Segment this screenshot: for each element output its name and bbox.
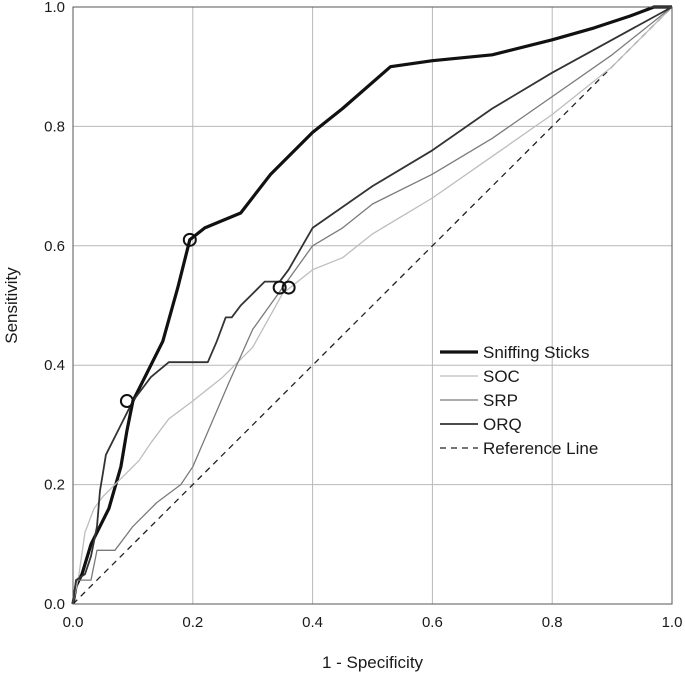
x-axis-label: 1 - Specificity bbox=[322, 653, 424, 672]
x-tick-label: 0.2 bbox=[182, 614, 203, 631]
y-tick-label: 0.6 bbox=[44, 238, 65, 255]
series-line-srp bbox=[72, 6, 673, 605]
marker-srp bbox=[281, 280, 296, 295]
marker-sniffing-sticks bbox=[119, 394, 134, 409]
y-tick-label: 0.0 bbox=[44, 596, 65, 613]
legend-label-reference-line: Reference Line bbox=[483, 439, 598, 458]
series-line-sniffing-sticks bbox=[71, 5, 672, 605]
y-axis-label: Sensitivity bbox=[2, 267, 21, 344]
x-tick-label: 0.6 bbox=[422, 614, 443, 631]
x-tick-label: 0.0 bbox=[63, 614, 84, 631]
y-tick-label: 0.8 bbox=[44, 118, 65, 135]
x-tick-label: 0.8 bbox=[542, 614, 563, 631]
cutoff-markers bbox=[119, 232, 296, 409]
series-line-reference-line bbox=[72, 6, 673, 605]
series-lines bbox=[71, 5, 673, 605]
y-tick-label: 1.0 bbox=[44, 0, 65, 16]
legend-label-orq: ORQ bbox=[483, 415, 522, 434]
legend: Sniffing Sticks SOC SRP ORQ Reference Line bbox=[440, 343, 598, 458]
x-tick-label: 0.4 bbox=[302, 614, 323, 631]
series-line-orq bbox=[72, 6, 673, 605]
x-axis-ticks: 0.0 0.2 0.4 0.6 0.8 1.0 bbox=[63, 614, 683, 631]
legend-label-sniffing-sticks: Sniffing Sticks bbox=[483, 343, 589, 362]
marker-sniffing-sticks bbox=[182, 232, 197, 247]
marker-orq bbox=[272, 280, 287, 295]
legend-label-srp: SRP bbox=[483, 391, 518, 410]
y-tick-label: 0.2 bbox=[44, 477, 65, 494]
reference-line-layer bbox=[72, 6, 673, 605]
legend-label-soc: SOC bbox=[483, 367, 520, 386]
y-tick-label: 0.4 bbox=[44, 357, 65, 374]
x-tick-label: 1.0 bbox=[662, 614, 683, 631]
plot-frame bbox=[72, 6, 673, 605]
y-axis-ticks: 0.0 0.2 0.4 0.6 0.8 1.0 bbox=[44, 0, 65, 613]
